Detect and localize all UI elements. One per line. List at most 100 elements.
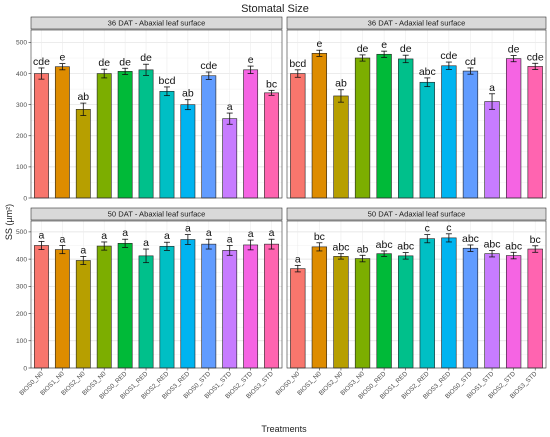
significance-letter: de — [119, 56, 131, 68]
significance-letter: bc — [530, 234, 541, 246]
y-tick-label: 300 — [16, 284, 27, 291]
significance-letter: abc — [419, 66, 436, 78]
significance-letter: de — [98, 57, 110, 69]
bar — [528, 249, 543, 368]
significance-letter: a — [143, 237, 149, 249]
significance-letter: a — [80, 244, 86, 256]
significance-letter: cde — [200, 60, 217, 72]
significance-letter: c — [425, 223, 430, 235]
bar — [34, 74, 48, 198]
significance-letter: de — [508, 44, 520, 56]
chart-title: Stomatal Size — [241, 3, 309, 15]
significance-letter: a — [39, 229, 45, 241]
bar — [202, 76, 216, 198]
bar — [160, 246, 174, 368]
significance-letter: cde — [440, 50, 457, 62]
bar — [398, 256, 413, 368]
significance-letter: e — [316, 38, 322, 50]
significance-letter: a — [227, 101, 233, 113]
bar — [139, 256, 153, 368]
bar — [398, 59, 413, 198]
significance-letter: a — [248, 228, 254, 240]
significance-letter: cde — [33, 56, 50, 68]
significance-letter: e — [381, 39, 387, 51]
bar — [485, 254, 500, 368]
y-tick-label: 300 — [16, 102, 27, 109]
y-tick-label: 500 — [16, 229, 27, 236]
bar — [355, 259, 370, 368]
bar — [506, 59, 521, 198]
x-axis-title: Treatments — [261, 424, 307, 434]
significance-letter: c — [446, 222, 451, 234]
bar — [290, 269, 305, 368]
significance-letter: abc — [484, 238, 501, 250]
y-tick-label: 100 — [16, 164, 27, 171]
bar — [485, 102, 500, 198]
bar — [244, 245, 258, 368]
significance-letter: a — [489, 82, 495, 94]
bar — [181, 240, 195, 368]
y-axis-title: SS (µm²) — [4, 204, 14, 240]
bar — [377, 254, 392, 368]
significance-letter: de — [140, 52, 152, 64]
significance-letter: a — [101, 230, 107, 242]
significance-letter: a — [227, 234, 233, 246]
significance-letter: ab — [182, 88, 194, 100]
bar — [334, 96, 349, 198]
bar — [377, 54, 392, 198]
bar — [76, 109, 90, 198]
bar — [181, 105, 195, 198]
significance-letter: abc — [332, 242, 349, 254]
bar — [118, 71, 132, 198]
y-tick-label: 200 — [16, 133, 27, 140]
bar — [160, 91, 174, 198]
significance-letter: bcd — [158, 75, 175, 87]
y-tick-label: 0 — [23, 195, 27, 202]
y-tick-label: 400 — [16, 71, 27, 78]
significance-letter: e — [248, 54, 254, 66]
y-tick-label: 100 — [16, 338, 27, 345]
bar — [420, 82, 435, 198]
panel-title: 36 DAT - Adaxial leaf surface — [368, 19, 466, 28]
significance-letter: abc — [505, 240, 522, 252]
bar — [334, 256, 349, 368]
significance-letter: a — [206, 227, 212, 239]
bar — [442, 238, 457, 368]
bar — [139, 70, 153, 198]
bar — [355, 58, 370, 198]
significance-letter: a — [122, 227, 128, 239]
bar — [97, 74, 111, 198]
y-tick-label: 400 — [16, 256, 27, 263]
significance-letter: ab — [335, 78, 347, 90]
bar — [290, 74, 305, 198]
bar — [202, 244, 216, 368]
significance-letter: cd — [465, 56, 476, 68]
significance-letter: cde — [527, 51, 544, 63]
y-tick-label: 500 — [16, 40, 27, 47]
y-tick-label: 0 — [23, 365, 27, 372]
significance-letter: abc — [376, 239, 393, 251]
significance-letter: a — [185, 223, 191, 235]
bar — [34, 246, 48, 369]
significance-letter: a — [269, 227, 275, 239]
bar — [223, 250, 237, 368]
bar — [118, 243, 132, 368]
bar — [312, 53, 327, 198]
significance-letter: bc — [266, 78, 277, 90]
bar — [244, 70, 258, 198]
bar — [264, 93, 278, 198]
significance-letter: a — [164, 230, 170, 242]
bar — [55, 250, 69, 368]
bar — [420, 239, 435, 368]
bar — [264, 244, 278, 368]
significance-letter: de — [400, 43, 412, 55]
panel-title: 36 DAT - Abaxial leaf surface — [108, 19, 206, 28]
significance-letter: e — [59, 52, 65, 64]
panel-title: 50 DAT - Adaxial leaf surface — [368, 210, 466, 219]
bar — [506, 256, 521, 368]
y-tick-label: 200 — [16, 311, 27, 318]
